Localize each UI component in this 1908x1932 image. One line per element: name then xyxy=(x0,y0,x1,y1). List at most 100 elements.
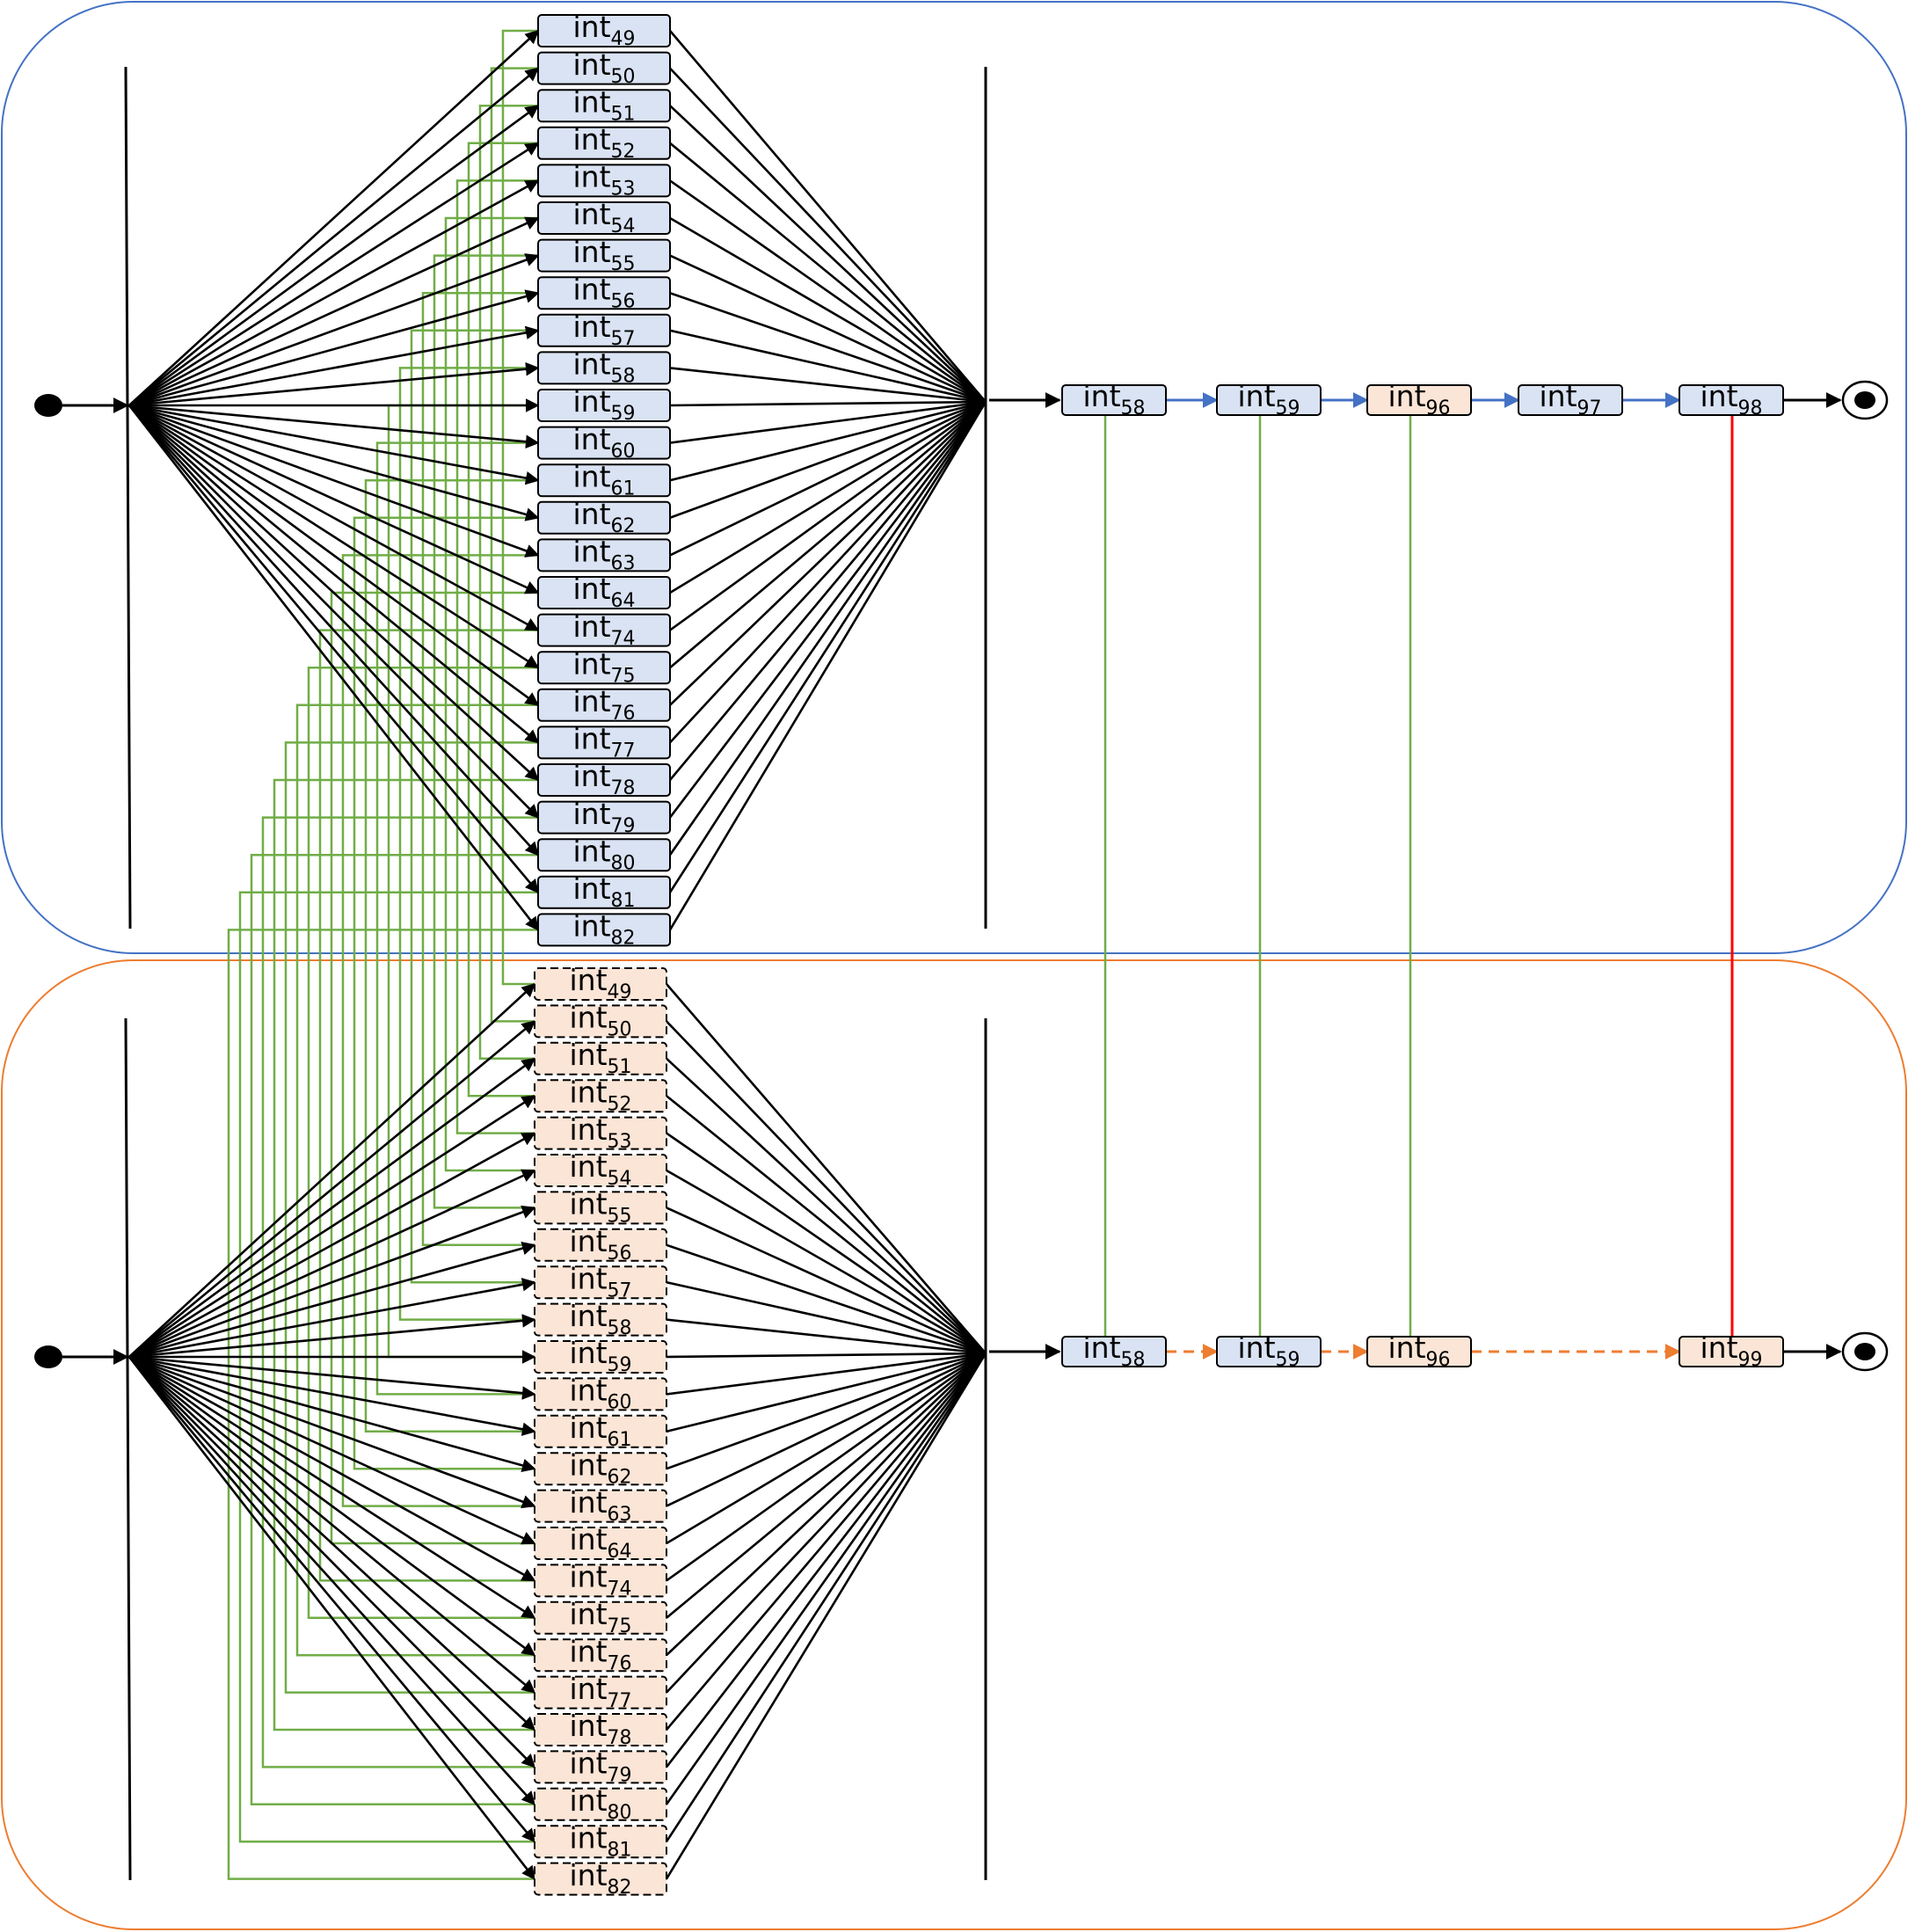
start-node xyxy=(34,394,62,417)
node-label-subscript: 79 xyxy=(611,815,636,837)
join-edge xyxy=(666,1352,987,1731)
green-correspondence-link xyxy=(410,329,538,1284)
fork-edge xyxy=(128,1242,536,1359)
node-label-subscript: 49 xyxy=(608,981,632,1003)
end-node-dot xyxy=(1854,391,1875,409)
node-label-prefix: int xyxy=(572,609,610,644)
node-box xyxy=(537,576,671,609)
fork-node: int81 xyxy=(537,871,671,912)
node-box xyxy=(537,351,671,385)
node-label: int59 xyxy=(572,384,635,425)
fork-node: int64 xyxy=(534,1522,667,1563)
node-box xyxy=(534,1004,667,1039)
green-correspondence-link xyxy=(261,816,538,1768)
node-box xyxy=(534,1750,667,1784)
node-label: int60 xyxy=(572,422,635,463)
node-label: int53 xyxy=(569,1112,631,1153)
node-box xyxy=(537,463,671,498)
node-label-subscript: 62 xyxy=(608,1466,632,1488)
fork-node: int62 xyxy=(534,1447,667,1488)
fork-edge xyxy=(128,1356,536,1732)
green-correspondence-link xyxy=(501,29,538,986)
green-correspondence-link xyxy=(353,516,538,1470)
node-label-subscript: 54 xyxy=(608,1168,632,1190)
fork-edge xyxy=(128,179,540,407)
fork-edge xyxy=(128,1169,536,1359)
join-edge xyxy=(666,1132,987,1355)
fork-node: int79 xyxy=(537,797,671,837)
sequence-node: int96 xyxy=(1366,1331,1472,1371)
node-label-subscript: 59 xyxy=(611,403,636,425)
node-label-prefix: int xyxy=(572,909,610,944)
fork-edge xyxy=(128,1355,536,1509)
node-label: int77 xyxy=(569,1672,631,1712)
node-label-prefix: int xyxy=(569,1746,607,1781)
fork-node: int80 xyxy=(534,1783,667,1824)
node-box xyxy=(534,1191,667,1225)
node-label-subscript: 77 xyxy=(611,740,636,762)
fork-node: int60 xyxy=(534,1374,667,1414)
fork-node: int75 xyxy=(534,1597,667,1637)
node-label-subscript: 52 xyxy=(608,1093,632,1115)
node-box xyxy=(1679,1336,1784,1367)
top-frame xyxy=(1,1,1907,954)
fork-edge xyxy=(128,361,540,407)
node-label: int76 xyxy=(569,1634,631,1674)
node-label: int58 xyxy=(572,347,635,388)
join-edge xyxy=(666,1352,987,1396)
node-label-prefix: int xyxy=(569,1858,607,1892)
node-label-prefix: int xyxy=(572,834,610,868)
node-label-prefix: int xyxy=(569,1374,607,1408)
node-label-subscript: 57 xyxy=(608,1279,632,1301)
join-edge xyxy=(668,401,987,856)
node-label: int82 xyxy=(569,1858,631,1899)
fork-node: int51 xyxy=(534,1038,667,1078)
fork-node: int59 xyxy=(534,1336,667,1376)
fork-edge xyxy=(128,404,540,744)
node-label-prefix: int xyxy=(1237,379,1275,413)
fork-edge xyxy=(128,1355,536,1436)
node-label-subscript: 80 xyxy=(611,852,636,874)
node-label-subscript: 56 xyxy=(611,290,636,312)
node-box xyxy=(537,313,671,347)
fork-node: int76 xyxy=(534,1634,667,1674)
node-label: int81 xyxy=(569,1820,631,1861)
fork-edge xyxy=(128,1132,536,1359)
node-label-prefix: int xyxy=(569,1187,607,1221)
node-label-prefix: int xyxy=(569,1001,607,1035)
fork-node: int52 xyxy=(534,1075,667,1115)
node-box xyxy=(537,164,671,198)
node-label-subscript: 55 xyxy=(611,253,636,275)
fork-node: int56 xyxy=(537,272,671,312)
fork-node: int79 xyxy=(534,1746,667,1787)
node-label-prefix: int xyxy=(569,1560,607,1594)
fork-edge xyxy=(127,1356,536,1880)
node-label: int74 xyxy=(572,609,635,650)
join-edge xyxy=(669,67,987,403)
node-label-prefix: int xyxy=(569,1522,607,1557)
node-label-prefix: int xyxy=(572,47,610,82)
node-label-prefix: int xyxy=(569,1447,607,1482)
join-edge xyxy=(669,329,987,404)
node-box xyxy=(1061,1336,1167,1367)
fork-node: int76 xyxy=(537,684,671,725)
node-label-subscript: 81 xyxy=(611,890,636,912)
join-edge xyxy=(665,1352,987,1842)
node-label: int59 xyxy=(1237,1331,1300,1371)
fork-node: int62 xyxy=(537,497,671,537)
node-label: int61 xyxy=(572,459,635,499)
node-label: int62 xyxy=(572,497,635,537)
node-box xyxy=(534,1228,667,1262)
node-box xyxy=(537,538,671,572)
join-edge xyxy=(666,1352,987,1470)
join-edge xyxy=(669,401,987,669)
node-label-subscript: 77 xyxy=(608,1690,632,1712)
join-edge xyxy=(666,1095,987,1355)
join-edge xyxy=(666,1352,987,1582)
node-label-prefix: int xyxy=(569,1299,607,1333)
join-edge xyxy=(668,401,987,931)
node-label-prefix: int xyxy=(569,1075,607,1109)
node-label-prefix: int xyxy=(1082,379,1120,413)
join-edge xyxy=(669,401,987,744)
green-correspondence-link xyxy=(364,478,538,1433)
